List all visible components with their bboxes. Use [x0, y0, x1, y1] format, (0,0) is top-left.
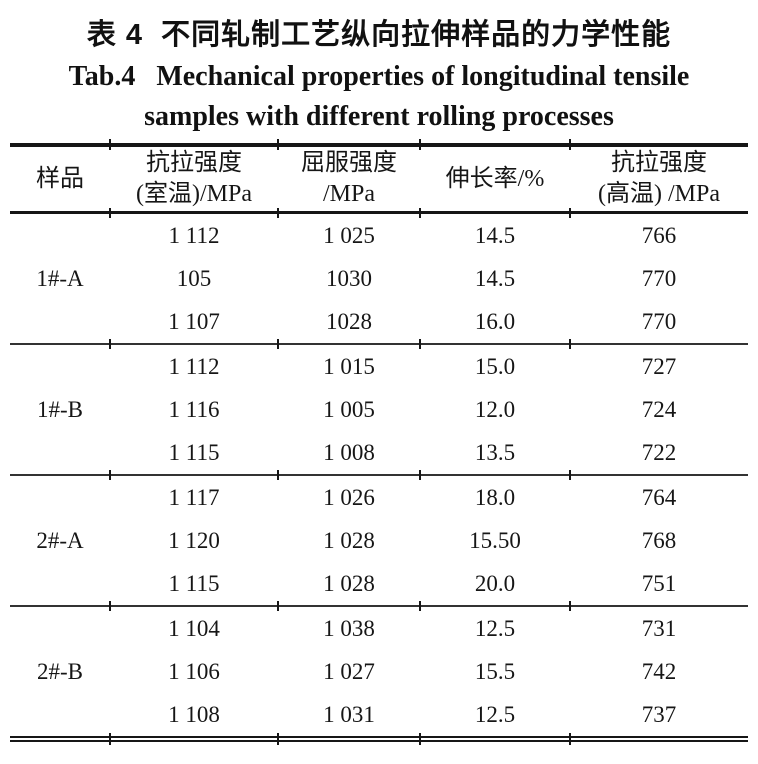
- value-cell: 724: [641, 396, 677, 422]
- table-row: 1#-B 1 112 1 015 15.0 727: [10, 340, 748, 475]
- value-cell: 737: [569, 693, 748, 745]
- value-cell: 1 120: [168, 527, 220, 553]
- header-row: 样品 抗拉强度 (室温)/MPa 屈服强度/MPa 伸长率/% 抗拉强度 (高温) …: [10, 137, 748, 214]
- value-cell: 1 005: [323, 396, 375, 422]
- value-cell: 751: [641, 570, 677, 596]
- table-title-en-line1: Tab.4 Mechanical properties of longitudi…: [68, 61, 690, 92]
- col-header-yield-strength: 屈服强度/MPa: [277, 137, 420, 214]
- value-cell: 1 116: [168, 396, 220, 422]
- value-cell: 105: [176, 265, 212, 291]
- header-text: 样品: [36, 165, 84, 192]
- value-cell: 770: [641, 265, 677, 291]
- value-cell: 768: [641, 527, 677, 553]
- value-cell: 1 108: [109, 693, 278, 745]
- value-cell: 15.5: [474, 658, 516, 684]
- value-cell: 1030: [326, 265, 372, 291]
- table-row: 1 106 1 027 15.5 742: [10, 650, 748, 693]
- value-cell: 12.0: [474, 396, 516, 422]
- value-cell: 1 107: [168, 308, 220, 334]
- value-cell: 1 115: [168, 570, 220, 596]
- table-row: 1 108 1 031 12.5 737: [10, 693, 748, 745]
- sample-label: 2#-A: [10, 474, 110, 606]
- value-cell: 766: [569, 206, 748, 258]
- value-cell: 18.0: [419, 471, 570, 519]
- value-cell: 1 031: [277, 693, 420, 745]
- value-cell: 1 106: [168, 658, 220, 684]
- table-row: 1 115 1 008 13.5 722: [10, 431, 748, 475]
- value-cell: 1 104: [109, 602, 278, 650]
- value-cell: 1 025: [277, 206, 420, 258]
- sample-label: 1#-A: [36, 265, 84, 291]
- table-row: 2#-A 1 117 1 026 18.0 764: [10, 471, 748, 606]
- table-title-zh: 表 4 不同轧制工艺纵向拉伸样品的力学性能: [86, 19, 672, 51]
- value-cell: 731: [569, 602, 748, 650]
- value-cell: 14.5: [474, 265, 516, 291]
- value-cell: 1 028: [323, 570, 375, 596]
- value-cell: 742: [641, 658, 677, 684]
- header-text: 屈服强度: [301, 150, 397, 176]
- value-cell: 1 026: [277, 471, 420, 519]
- value-cell: 1 015: [277, 340, 420, 388]
- table-row: 1#-A 1 112 1 025 14.5 766: [10, 206, 748, 291]
- table-row: 1 116 1 005 12.0 724: [10, 388, 748, 431]
- table-title-en-line2: samples with different rolling processes: [144, 101, 614, 132]
- col-header-tensile-strength-ht: 抗拉强度 (高温) /MPa: [569, 137, 748, 214]
- value-cell: 1 038: [277, 602, 420, 650]
- value-cell: 1 117: [109, 471, 278, 519]
- table-row: 105 1030 14.5 770: [10, 257, 748, 300]
- table-row: 1 115 1 028 20.0 751: [10, 562, 748, 606]
- value-cell: 20.0: [474, 570, 516, 596]
- value-cell: 764: [569, 471, 748, 519]
- value-cell: 1028: [326, 308, 372, 334]
- header-text: 伸长率/%: [445, 165, 545, 192]
- col-header-elongation: 伸长率/%: [419, 137, 570, 214]
- value-cell: 1 115: [168, 439, 220, 465]
- header-text: 抗拉强度: [146, 150, 242, 176]
- value-cell: 770: [641, 308, 677, 334]
- sample-label: 1#-B: [10, 343, 110, 475]
- col-header-tensile-strength-rt: 抗拉强度 (室温)/MPa: [109, 137, 278, 214]
- sample-label: 2#-B: [10, 605, 110, 739]
- table-row: 1 107 1028 16.0 770: [10, 300, 748, 344]
- value-cell: 12.5: [419, 693, 570, 745]
- col-header-sample: 样品: [10, 145, 110, 214]
- table-row: 2#-B 1 104 1 038 12.5 731: [10, 602, 748, 739]
- value-cell: 1 112: [109, 206, 278, 258]
- value-cell: 13.5: [474, 439, 516, 465]
- value-cell: 722: [641, 439, 677, 465]
- value-cell: 15.0: [419, 340, 570, 388]
- value-cell: 12.5: [419, 602, 570, 650]
- table-row: 1 120 1 028 15.50 768: [10, 519, 748, 562]
- value-cell: 1 112: [109, 340, 278, 388]
- value-cell: 14.5: [419, 206, 570, 258]
- header-text: 抗拉强度: [611, 150, 707, 176]
- value-cell: 1 008: [323, 439, 375, 465]
- value-cell: 16.0: [474, 308, 516, 334]
- value-cell: 727: [569, 340, 748, 388]
- value-cell: 1 028: [323, 527, 375, 553]
- value-cell: 1 027: [323, 658, 375, 684]
- value-cell: 15.50: [469, 527, 521, 553]
- mechanical-properties-table: 样品 抗拉强度 (室温)/MPa 屈服强度/MPa 伸长率/% 抗拉强度 (高温) …: [10, 137, 748, 745]
